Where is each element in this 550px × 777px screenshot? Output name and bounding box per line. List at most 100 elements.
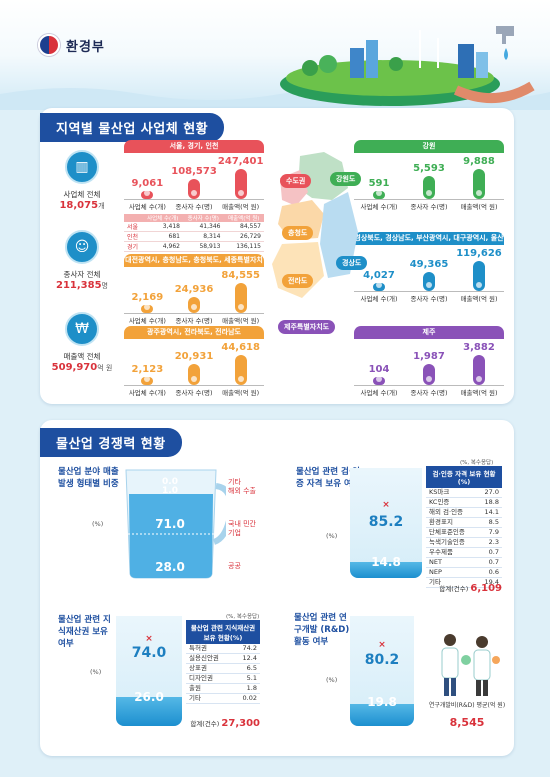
axis-label: 종사자 수(명): [410, 295, 448, 303]
table-row: 출원 1.8: [186, 683, 260, 694]
people-icon: ☺: [65, 230, 99, 264]
axis-label: 매출액(억 원): [460, 389, 498, 397]
value-label: 20,931: [174, 351, 214, 362]
map-label-chungcheong: 충청도: [282, 226, 314, 240]
region-jeolla-sales: 44,618 매출액(억 원): [217, 339, 264, 397]
table-row: 해외 검·인증 14.1: [426, 507, 502, 518]
section-competitiveness-title: 물산업 경쟁력 현황: [40, 428, 182, 457]
bar: [141, 190, 154, 199]
region-jeolla-name: 광주광역시, 전라북도, 전라남도: [124, 326, 264, 339]
ip-sum: 합계(건수) 27,300: [190, 718, 260, 729]
map-label-capital: 수도권: [280, 174, 312, 188]
table-row: 경기 4,962 58,913 136,115: [124, 241, 264, 252]
cert-table: 검·인증 자격 보유 현황(%) KS마크 27.0 KC인증 18.8 해외 검·인증…: [426, 466, 502, 588]
axis-label: 종사자 수(명): [175, 203, 213, 211]
region-gangwon-biz: 591 사업체 수(개): [354, 153, 404, 211]
cert-water: [350, 561, 422, 578]
table-row: 환경표지 8.5: [426, 517, 502, 528]
axis-label: 종사자 수(명): [175, 389, 213, 397]
region-gyeongsang-biz: 4,027 사업체 수(개): [354, 245, 404, 303]
baseline: [124, 313, 264, 314]
table-row: 특허권 74.2: [186, 644, 260, 654]
capital-table-header: 종사자 수(명): [182, 214, 224, 222]
region-chungcheong-sales: 84,555 매출액(억 원): [217, 267, 264, 325]
value-label: 24,936: [174, 284, 214, 295]
table-row: 우수제품 0.7: [426, 547, 502, 558]
cert-title: 물산업 관련 검·인증 자격 보유 여부: [296, 467, 360, 489]
region-gangwon: 강원 591 사업체 수(개) 5,593 종사자 수(명) 9,888 매출액(억 원): [354, 140, 504, 211]
region-jeolla-biz: 2,123 사업체 수(개): [124, 339, 171, 397]
rnd-unit: (%): [326, 676, 338, 684]
baseline: [354, 385, 504, 386]
bar: [141, 304, 154, 313]
value-label: 108,573: [171, 166, 217, 177]
bar: [188, 179, 200, 199]
sales-type-unit: (%): [92, 520, 104, 528]
region-capital-emp: 108,573 종사자 수(명): [171, 153, 218, 211]
table-row: KC인증 18.8: [426, 497, 502, 508]
pitcher-etc-value: 0.0: [162, 477, 178, 487]
total-sales: ₩ 매출액 전체 509,970억 원: [46, 312, 118, 373]
pitcher-chart: [125, 469, 226, 579]
bar: [473, 261, 485, 291]
baseline: [354, 199, 504, 200]
value-label: 49,365: [409, 259, 449, 270]
bar: [234, 355, 247, 385]
region-gangwon-sales: 9,888 매출액(억 원): [454, 153, 504, 211]
region-jeju-biz: 104 사업체 수(개): [354, 339, 404, 397]
rnd-yes: 80.2: [364, 652, 400, 668]
ip-title: 물산업 관련 지식재산권 보유 여부: [58, 615, 111, 649]
table-row: 디자인권 5.1: [186, 673, 260, 684]
region-gangwon-name: 강원: [354, 140, 504, 153]
baseline: [354, 291, 504, 292]
axis-label: 사업체 수(개): [128, 203, 166, 211]
map-label-gyeongsang: 경상도: [336, 256, 368, 270]
bar: [373, 190, 385, 199]
rnd-cost-value: 8,545: [449, 716, 485, 729]
region-chungcheong-biz: 2,169 사업체 수(개): [124, 267, 171, 325]
cert-yes: 85.2: [368, 514, 404, 530]
region-gyeongsang-emp: 49,365 종사자 수(명): [404, 245, 454, 303]
region-chungcheong-emp: 24,936 종사자 수(명): [171, 267, 218, 325]
cert-no: 14.8: [371, 555, 401, 569]
cert-note: (%, 복수응답): [460, 460, 494, 466]
table-row: 기타 0.02: [186, 693, 260, 704]
value-label: 5,593: [413, 163, 445, 174]
ip-no: 26.0: [134, 690, 164, 704]
bar: [188, 297, 200, 313]
ip-table: 물산업 관련 지식재산권 보유 현황(%) 특허권 74.2 실용신안권 12.4 상표…: [186, 620, 260, 704]
value-label: 4,027: [363, 270, 395, 281]
region-capital-biz: 9,061 사업체 수(개): [124, 153, 171, 211]
axis-label: 사업체 수(개): [360, 203, 398, 211]
pitcher-export-value: 1.0: [162, 486, 178, 496]
region-chungcheong-name: 대전광역시, 충청남도, 충청북도, 세종특별자치시: [124, 254, 264, 277]
rnd-glass: [350, 616, 414, 726]
value-label: 44,618: [221, 342, 260, 353]
bar: [141, 376, 154, 385]
ip-glass: [116, 616, 182, 726]
bar: [373, 376, 385, 385]
cert-unit: (%): [326, 532, 338, 540]
region-chungcheong: 대전광역시, 충청남도, 충청북도, 세종특별자치시 2,169 사업체 수(개) 2…: [124, 254, 264, 325]
axis-label: 사업체 수(개): [360, 295, 398, 303]
ministry-name: 환경부: [66, 39, 105, 55]
table-row: NET 0.7: [426, 557, 502, 568]
ip-yes: 74.0: [131, 645, 167, 661]
value-label: 591: [368, 178, 390, 189]
value-label: 9,888: [463, 156, 495, 167]
table-row: 상표권 6.5: [186, 663, 260, 674]
pitcher-public-value: 28.0: [155, 560, 185, 574]
bar: [373, 282, 385, 291]
region-jeju-emp: 1,987 종사자 수(명): [404, 339, 454, 397]
ministry-logo: 환경부: [38, 34, 105, 56]
total-biz: ▥ 사업체 전체 18,075개: [52, 150, 112, 211]
axis-label: 매출액(억 원): [460, 295, 498, 303]
emblem-icon: [38, 34, 60, 56]
researchers-illustration: [441, 634, 500, 696]
value-label: 247,401: [217, 156, 264, 167]
capital-table: 사업체 수(개) 종사자 수(명) 매출액(억 원) 서울 3,418 41,346 84…: [124, 214, 264, 252]
bar: [423, 272, 435, 291]
region-jeolla: 광주광역시, 전라북도, 전라남도 2,123 사업체 수(개) 20,931 종사자 …: [124, 326, 264, 397]
ip-note: (%, 복수응답): [226, 614, 260, 620]
ip-water: [116, 697, 182, 726]
